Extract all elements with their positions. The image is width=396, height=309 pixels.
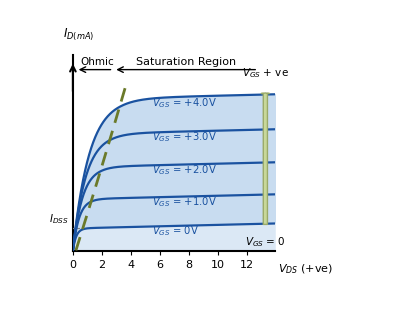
Text: Ohmic: Ohmic — [81, 57, 114, 67]
Text: $V_{DS}$ (+ve): $V_{DS}$ (+ve) — [278, 262, 332, 276]
Text: $I_{D(mA)}$: $I_{D(mA)}$ — [63, 27, 94, 43]
Text: Saturation Region: Saturation Region — [136, 57, 236, 67]
Text: $V_{GS}$ = 0V: $V_{GS}$ = 0V — [152, 224, 199, 238]
Text: $V_{GS}$ = 0: $V_{GS}$ = 0 — [245, 235, 286, 249]
Text: $I_{DSS}$: $I_{DSS}$ — [49, 212, 69, 226]
Text: $V_{GS}$ = +3.0V: $V_{GS}$ = +3.0V — [152, 130, 217, 144]
Text: $V_{GS}$ = +4.0V: $V_{GS}$ = +4.0V — [152, 96, 217, 110]
Text: $V_{GS}$ = +2.0V: $V_{GS}$ = +2.0V — [152, 163, 217, 177]
Text: $V_{GS}$ + ve: $V_{GS}$ + ve — [242, 67, 289, 80]
Text: $V_{GS}$ = +1.0V: $V_{GS}$ = +1.0V — [152, 195, 217, 209]
